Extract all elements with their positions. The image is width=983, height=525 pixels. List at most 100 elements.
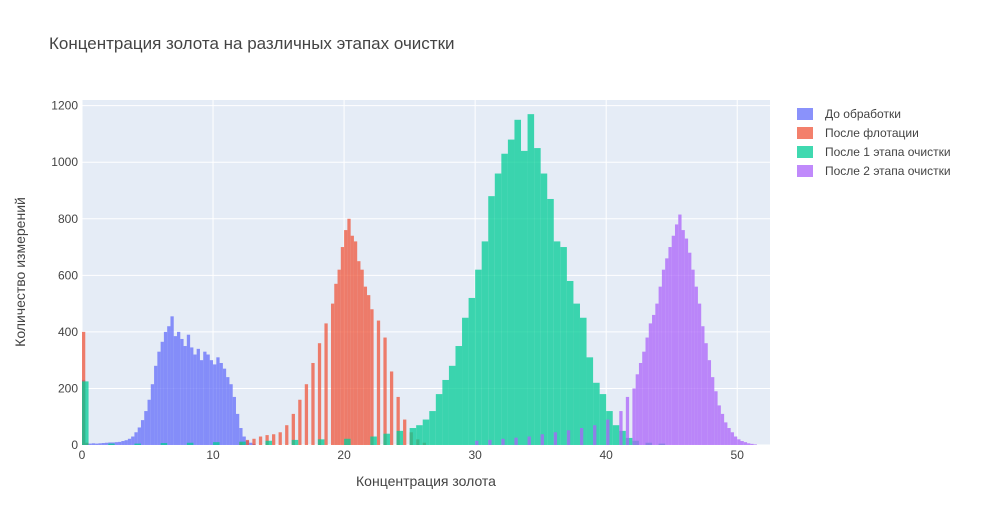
- histogram-bar: [658, 286, 662, 445]
- histogram-bar: [118, 441, 122, 445]
- histogram-bar: [389, 371, 394, 445]
- histogram-bar: [196, 348, 200, 445]
- histogram-bar: [488, 439, 492, 445]
- histogram-bar: [694, 286, 698, 445]
- histogram-bar: [691, 269, 695, 445]
- histogram-bar: [707, 360, 712, 445]
- histogram-bar: [678, 214, 682, 445]
- histogram-bar: [344, 230, 348, 445]
- series-1: [82, 316, 256, 445]
- histogram-bar: [190, 347, 194, 445]
- histogram-bar: [219, 362, 223, 445]
- histogram-bar: [642, 351, 646, 445]
- histogram-bar: [704, 343, 708, 445]
- histogram-bar: [635, 374, 639, 445]
- legend[interactable]: До обработки После флотации После 1 этап…: [797, 104, 951, 180]
- histogram-bar: [416, 425, 423, 445]
- legend-label: После 2 этапа очистки: [825, 163, 951, 178]
- histogram-bar: [98, 443, 102, 445]
- histogram-bar: [104, 442, 109, 445]
- histogram-bar: [720, 413, 725, 445]
- legend-item-before-processing[interactable]: До обработки: [797, 104, 951, 123]
- histogram-bar: [304, 384, 309, 445]
- histogram-bar: [213, 442, 220, 445]
- histogram-bar: [422, 419, 430, 445]
- histogram-bar: [665, 258, 669, 445]
- histogram-bar: [697, 303, 702, 445]
- histogram-bar: [540, 173, 548, 445]
- histogram-bar: [291, 439, 299, 445]
- histogram-bar: [527, 114, 535, 445]
- histogram-bar: [340, 247, 345, 445]
- histogram-bar: [291, 413, 295, 445]
- histogram-bar: [521, 150, 528, 445]
- histogram-bar: [553, 432, 558, 445]
- histogram-bar: [619, 411, 623, 445]
- histogram-bar: [730, 432, 734, 445]
- histogram-bar: [534, 148, 541, 445]
- histogram-bar: [652, 314, 656, 445]
- y-tick-label: 1000: [51, 155, 78, 169]
- histogram-bar: [363, 286, 368, 445]
- x-tick-label: 40: [600, 448, 614, 462]
- histogram-bar: [317, 343, 322, 445]
- x-tick-label: 10: [206, 448, 220, 462]
- histogram-bar: [177, 331, 181, 445]
- legend-item-after-stage-1[interactable]: После 1 этапа очистки: [797, 142, 951, 161]
- histogram-bar: [199, 360, 204, 445]
- histogram-bar: [88, 443, 92, 445]
- histogram-bar: [134, 443, 141, 445]
- histogram-bar: [239, 441, 246, 445]
- y-axis-label: Количество измерений: [12, 197, 28, 347]
- x-tick-label: 30: [468, 448, 482, 462]
- histogram-bar: [547, 198, 554, 445]
- legend-item-after-flotation[interactable]: После флотации: [797, 123, 951, 142]
- histogram-bar: [573, 303, 580, 445]
- histogram-bar: [593, 382, 600, 445]
- histogram-bar: [134, 432, 138, 445]
- histogram-bar: [701, 326, 705, 445]
- histogram-bar: [733, 436, 738, 445]
- histogram-bar: [235, 413, 240, 445]
- histogram-bar: [612, 425, 620, 445]
- histogram-bar: [239, 428, 243, 445]
- axis-ticks: 0 200 400 600 800 1000 1200 0 10 20 30 40 50: [51, 99, 744, 462]
- histogram-bar: [344, 438, 351, 445]
- histogram-bar: [442, 379, 449, 445]
- histogram-bar: [540, 434, 544, 445]
- legend-swatch: [797, 145, 813, 158]
- histogram-bar: [157, 351, 161, 445]
- histogram-bar: [226, 377, 230, 445]
- histogram-bar: [724, 422, 728, 445]
- histogram-bar: [645, 337, 649, 445]
- histogram-bar: [586, 357, 594, 445]
- histogram-bar: [655, 303, 659, 445]
- histogram-bar: [206, 354, 210, 445]
- histogram-bar: [579, 428, 584, 445]
- histogram-bar: [462, 317, 469, 445]
- histogram-bar: [370, 309, 374, 445]
- y-tick-label: 600: [58, 268, 78, 282]
- histogram-bar: [131, 436, 135, 445]
- histogram-bar: [376, 320, 381, 445]
- histogram-bar: [334, 283, 338, 445]
- histogram-bar: [114, 442, 119, 445]
- histogram-bar: [383, 433, 390, 445]
- histogram-bar: [160, 341, 164, 445]
- y-tick-label: 0: [71, 438, 78, 452]
- histogram-bar: [242, 436, 246, 445]
- histogram-bar: [753, 444, 757, 445]
- x-tick-label: 20: [337, 448, 351, 462]
- legend-item-after-stage-2[interactable]: После 2 этапа очистки: [797, 161, 951, 180]
- histogram-bar: [750, 443, 754, 445]
- histogram-bar: [357, 261, 361, 445]
- histogram-bar: [347, 218, 351, 445]
- histogram-bar: [216, 357, 220, 445]
- histogram-bar: [435, 394, 443, 445]
- histogram-bar: [527, 436, 531, 445]
- legend-swatch: [797, 164, 813, 177]
- histogram-bar: [727, 428, 731, 445]
- histogram-bar: [170, 316, 174, 445]
- legend-label: До обработки: [825, 106, 901, 121]
